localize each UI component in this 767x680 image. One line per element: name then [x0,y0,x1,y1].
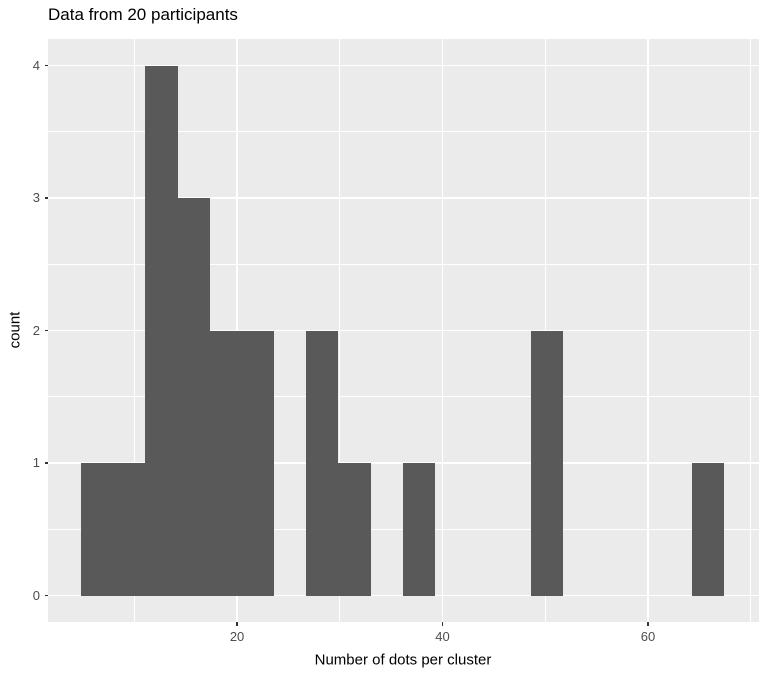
histogram-bar [113,463,146,596]
gridline-y-major [48,64,759,67]
y-axis-title: count [6,311,24,349]
histogram-bar [338,463,371,596]
x-tick-mark [236,622,238,626]
chart-title: Data from 20 participants [48,5,238,24]
histogram-bar [177,198,210,596]
gridline-y-major [48,197,759,199]
y-tick-label: 0 [32,587,40,603]
y-tick-mark [44,329,48,332]
gridline-y-major [48,329,759,332]
x-tick-mark [647,622,649,626]
y-tick-mark [44,594,48,597]
plot-panel [48,39,759,622]
y-tick-label: 2 [32,322,40,338]
histogram-bar [145,65,178,596]
histogram-bar [402,463,435,596]
gridline-y-minor [48,263,759,265]
histogram-bar [241,330,275,596]
x-tick-label: 60 [640,629,656,644]
histogram-bar [531,330,564,596]
x-tick-label: 40 [435,629,450,644]
histogram-bar [306,330,339,596]
y-tick-label: 3 [32,190,40,205]
x-tick-label: 20 [229,629,245,644]
y-tick-mark [44,197,48,199]
histogram-bar [81,463,114,596]
gridline-y-major [48,462,759,464]
x-tick-mark [441,622,444,626]
histogram-bar [692,463,725,596]
x-axis-title: Number of dots per cluster [314,651,492,669]
y-tick-mark [44,64,48,67]
histogram-bar [209,330,242,596]
gridline-y-minor [48,396,759,398]
y-tick-label: 4 [32,57,40,73]
gridline-y-minor [48,131,759,133]
y-tick-mark [44,462,48,464]
y-tick-label: 1 [32,455,40,470]
